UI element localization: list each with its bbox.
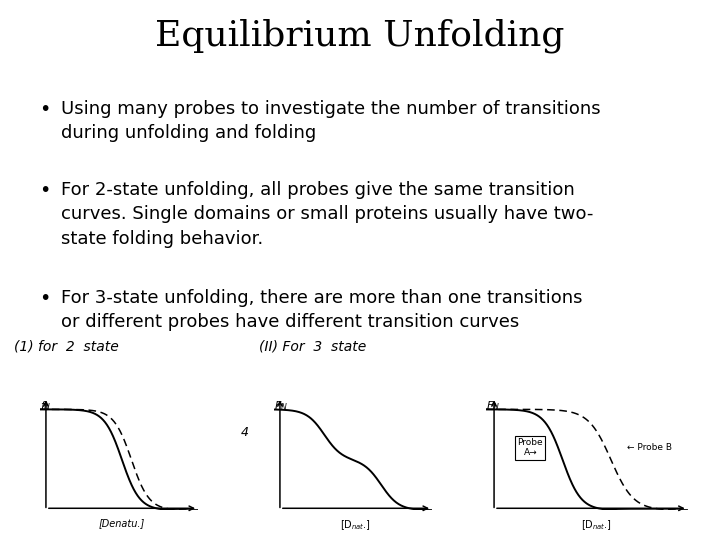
Text: 4: 4 <box>240 426 249 438</box>
Text: $f_N$: $f_N$ <box>40 399 51 413</box>
Text: $F_N$: $F_N$ <box>486 399 500 413</box>
Text: Probe
A→: Probe A→ <box>518 438 543 457</box>
Text: ← Probe B: ← Probe B <box>627 443 672 452</box>
Text: (II) For  3  state: (II) For 3 state <box>259 340 366 354</box>
Text: [D$_{nat}$.]: [D$_{nat}$.] <box>341 518 372 532</box>
Text: For 3-state unfolding, there are more than one transitions
or different probes h: For 3-state unfolding, there are more th… <box>61 289 582 331</box>
Text: (1) for  2  state: (1) for 2 state <box>14 340 119 354</box>
Text: For 2-state unfolding, all probes give the same transition
curves. Single domain: For 2-state unfolding, all probes give t… <box>61 181 593 247</box>
Text: Equilibrium Unfolding: Equilibrium Unfolding <box>156 19 564 53</box>
Text: [Denatu.]: [Denatu.] <box>99 518 145 528</box>
Text: [D$_{nat}$.]: [D$_{nat}$.] <box>581 518 613 532</box>
Text: •: • <box>40 181 51 200</box>
Text: •: • <box>40 289 51 308</box>
Text: Using many probes to investigate the number of transitions
during unfolding and : Using many probes to investigate the num… <box>61 100 600 142</box>
Text: •: • <box>40 100 51 119</box>
Text: $F_N$: $F_N$ <box>274 399 287 413</box>
